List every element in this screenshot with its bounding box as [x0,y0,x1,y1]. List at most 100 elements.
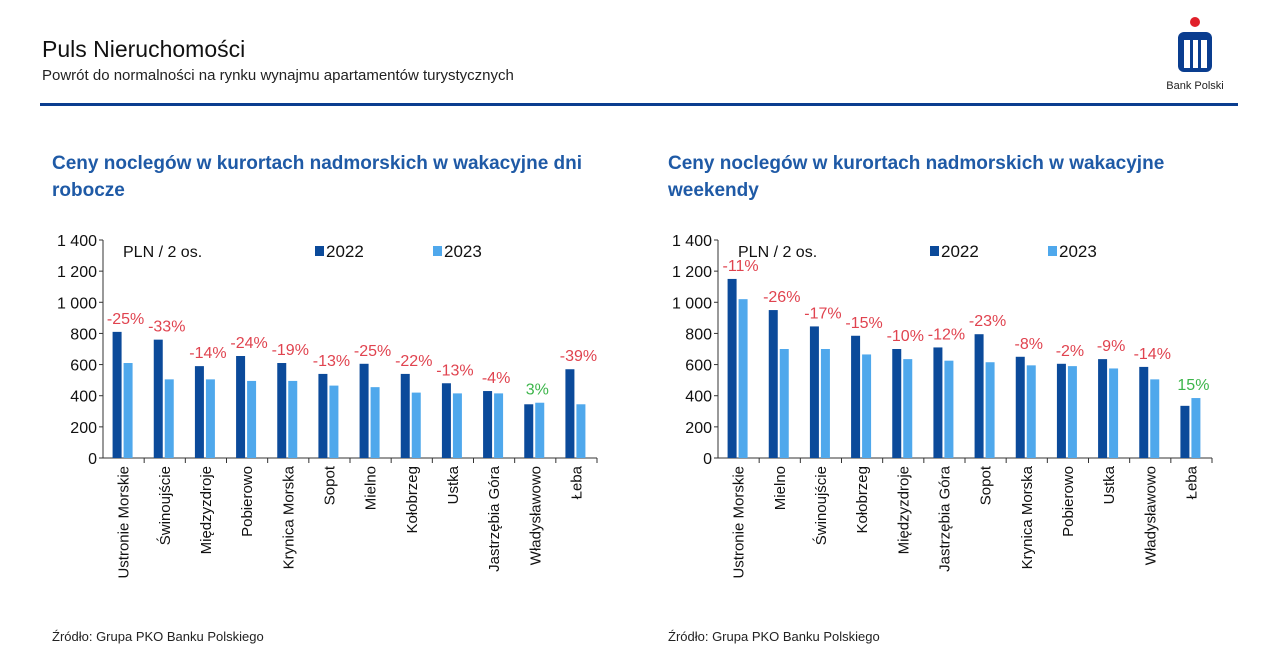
y-tick-label: 200 [685,420,712,437]
bar-2022 [565,369,575,458]
change-label: -17% [804,305,841,322]
category-label: Międzyzdroje [895,466,912,554]
chart-title-right: Ceny noclegów w kurortach nadmorskich w … [668,153,1165,201]
bar-2022 [112,331,122,458]
change-label: -9% [1097,338,1125,355]
bar-2022 [441,383,451,458]
bar-2023 [452,393,462,458]
bar-2023 [247,380,257,458]
bar-2022 [933,347,943,458]
category-label: Międzyzdroje [198,466,215,554]
legend-swatch-2022 [930,246,939,256]
legend-label-2023: 2023 [1059,242,1097,261]
y-tick-label: 1 000 [672,295,712,312]
bar-2022 [277,363,287,458]
legend-swatch-2023 [433,246,442,256]
logo-text: Bank Polski [1166,80,1224,92]
unit-label: PLN / 2 os. [738,244,817,261]
bar-2023 [370,387,380,458]
bar-2022 [851,335,861,458]
bar-2022 [892,349,902,458]
category-label: Pobierowo [1060,466,1077,537]
change-label: -14% [189,345,226,362]
bar-2022 [236,356,246,458]
category-label: Łeba [1183,465,1200,499]
chart-title-left: Ceny noclegów w kurortach nadmorskich w … [52,153,583,201]
bar-2023 [1026,365,1036,458]
source-right: Źródło: Grupa PKO Banku Polskiego [668,629,880,644]
y-tick-label: 600 [70,358,97,375]
bar-2023 [411,392,421,458]
change-label: -39% [560,348,597,365]
bar-2022 [1098,359,1108,458]
pko-logo [1178,17,1212,72]
category-label: Kołobrzeg [404,466,421,534]
bar-2023 [288,380,298,458]
bar-2022 [974,334,984,458]
change-label: -22% [395,353,432,370]
category-label: Krynica Morska [1019,465,1036,569]
bar-2023 [738,299,748,458]
bar-2023 [903,359,913,458]
bar-2022 [153,339,163,458]
change-label: -25% [354,343,391,360]
legend-swatch-2023 [1048,246,1057,256]
y-tick-label: 600 [685,358,712,375]
change-label: -14% [1134,346,1171,363]
category-label: Kołobrzeg [854,466,871,534]
y-tick-label: 1 400 [672,233,712,250]
category-label: Mielno [772,466,789,510]
bar-2023 [205,379,215,458]
y-tick-label: 1 400 [57,233,97,250]
change-label: 15% [1177,377,1209,394]
header-divider [40,103,1238,106]
bar-2023 [820,349,830,458]
bar-2022 [809,326,819,458]
bar-2023 [123,363,133,458]
category-label: Władysławowo [1142,466,1159,565]
category-label: Ustka [1101,465,1118,504]
change-label: -15% [845,315,882,332]
change-label: -13% [436,362,473,379]
bar-2023 [1067,366,1077,458]
category-label: Ustka [445,465,462,504]
change-label: -13% [313,353,350,370]
bar-2022 [400,373,410,458]
change-label: -33% [148,319,185,336]
category-label: Ustronie Morskie [116,466,133,579]
y-tick-label: 800 [685,326,712,343]
bar-2022 [1139,366,1149,458]
bar-2022 [524,404,534,458]
bar-2022 [359,363,369,458]
change-label: -25% [107,311,144,328]
category-label: Jastrzębia Góra [486,465,503,572]
bar-2022 [318,373,328,458]
bar-2022 [1015,356,1025,458]
y-tick-label: 1 000 [57,295,97,312]
bar-2023 [1191,398,1201,458]
y-tick-label: 400 [70,389,97,406]
category-label: Pobierowo [239,466,256,537]
page-title: Puls Nieruchomości [42,36,246,62]
category-label: Sopot [978,465,995,505]
change-label: -11% [722,258,758,275]
change-label: -23% [969,313,1006,330]
bar-2023 [329,385,339,458]
bar-2023 [1109,368,1119,458]
bar-2023 [535,402,545,458]
change-label: -19% [272,342,309,359]
change-label: -12% [928,326,965,343]
y-tick-label: 200 [70,420,97,437]
change-label: -24% [230,335,267,352]
change-label: -4% [482,370,510,387]
y-tick-label: 1 200 [672,264,712,281]
bar-2022 [1180,405,1190,458]
category-label: Jastrzębia Góra [936,465,953,572]
y-tick-label: 0 [88,451,97,468]
category-label: Ustronie Morskie [731,466,748,579]
category-label: Mielno [363,466,380,510]
bar-2022 [194,366,204,458]
legend-label-2022: 2022 [326,242,364,261]
category-label: Świnoujście [812,466,830,545]
change-label: 3% [526,382,549,399]
